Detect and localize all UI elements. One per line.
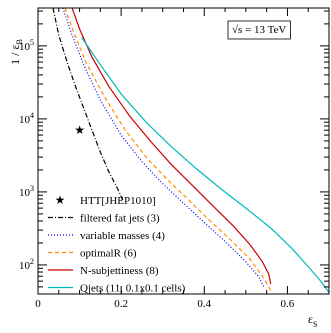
annotation-box: √s = 13 TeV xyxy=(227,20,291,40)
x-tick-label: 0.2 xyxy=(114,298,128,310)
y-axis-title: 1 / εB xyxy=(8,39,24,65)
x-tick-label: 0.6 xyxy=(281,298,295,310)
y-tick-label: 102 xyxy=(19,257,34,272)
legend-label-1: filtered fat jets (3) xyxy=(80,213,160,225)
legend: ★ HTT[JHEP1010] filtered fat jets (3) varia… xyxy=(48,193,186,295)
ticks-layer: 0 0.2 0.4 0.6 102 103 104 105 xyxy=(19,8,329,310)
series-line-4 xyxy=(71,8,272,285)
x-axis-title: εS xyxy=(308,312,318,329)
series-line-3 xyxy=(64,8,272,291)
legend-label-0: HTT[JHEP1010] xyxy=(80,195,156,207)
curves-layer: ★ xyxy=(52,8,329,293)
x-axis-title-sub: S xyxy=(313,320,317,329)
legend-label-4: N-subjettiness (8) xyxy=(80,265,159,277)
x-axis-title-main: ε xyxy=(308,312,313,326)
series-marker-0-0: ★ xyxy=(74,123,85,137)
y-tick-label: 105 xyxy=(19,38,34,53)
legend-label-3: optimalR (6) xyxy=(80,248,137,260)
y-tick-label: 103 xyxy=(19,184,34,199)
x-tick-label: 0 xyxy=(35,298,41,310)
y-tick-label: 104 xyxy=(19,111,34,126)
legend-marker-0: ★ xyxy=(55,193,66,207)
legend-label-5: Qjets (11, 0.1x0.1 cells) xyxy=(80,283,186,295)
y-axis-title-main: 1 / ε xyxy=(8,44,22,64)
annotation-frame xyxy=(227,20,291,40)
y-axis-title-sub: B xyxy=(15,39,24,44)
series-line-2 xyxy=(62,8,266,289)
series-line-1 xyxy=(52,8,124,202)
series-line-5 xyxy=(81,37,329,293)
x-tick-label: 0.4 xyxy=(197,298,211,310)
energy-annotation: √s = 13 TeV xyxy=(232,24,286,36)
legend-label-2: variable masses (4) xyxy=(80,230,165,242)
